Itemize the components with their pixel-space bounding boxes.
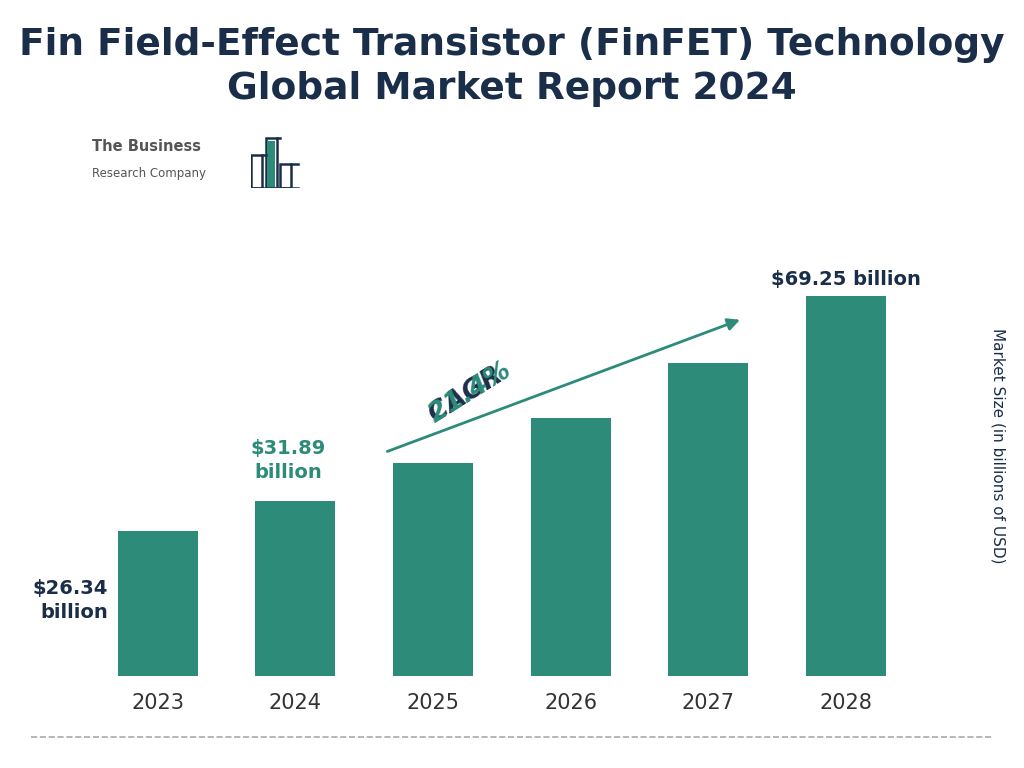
Text: Fin Field-Effect Transistor (FinFET) Technology: Fin Field-Effect Transistor (FinFET) Tec… [19,27,1005,63]
Text: Global Market Report 2024: Global Market Report 2024 [227,71,797,107]
Text: Market Size (in billions of USD): Market Size (in billions of USD) [991,328,1006,563]
Text: $26.34
billion: $26.34 billion [33,579,109,622]
Text: $31.89
billion: $31.89 billion [251,439,326,482]
Bar [267,141,275,188]
Text: The Business: The Business [92,138,201,154]
Bar [393,463,473,676]
Text: 21.4%: 21.4% [370,358,515,462]
Bar [265,138,276,188]
Bar [669,362,749,676]
Bar [281,164,292,188]
Bar [806,296,886,676]
Bar [530,418,610,676]
Bar [118,531,198,676]
Text: CAGR: CAGR [425,358,515,429]
Bar [255,501,335,676]
Bar [251,155,262,188]
Text: $69.25 billion: $69.25 billion [771,270,921,290]
Text: Research Company: Research Company [92,167,206,180]
